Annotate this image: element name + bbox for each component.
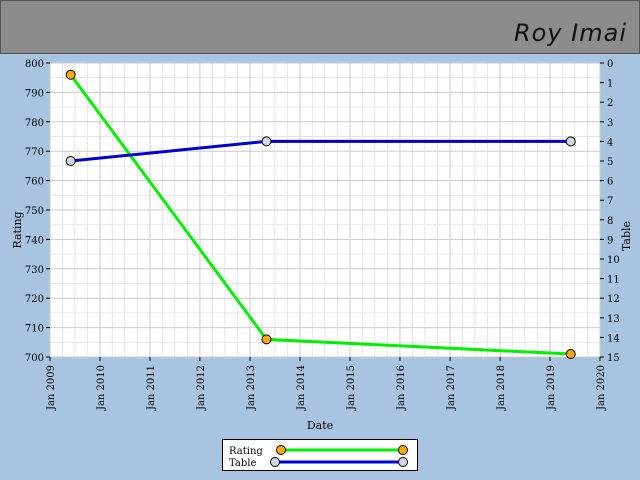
x-tick-label: Jan 2019 xyxy=(546,365,557,411)
data-point-rating xyxy=(565,349,576,360)
y-tick-label: 710 xyxy=(25,324,44,335)
data-point-table xyxy=(565,136,576,147)
grid xyxy=(49,62,601,358)
y-tick-label: 760 xyxy=(25,177,44,188)
y2-tick-label: 1 xyxy=(607,79,613,90)
y-tick-label: 790 xyxy=(25,88,44,99)
legend-marker xyxy=(276,445,286,455)
x-tick-label: Jan 2018 xyxy=(496,365,507,411)
series-group xyxy=(65,69,576,360)
header-bar: Roy Imai xyxy=(0,0,640,54)
y2-tick-label: 4 xyxy=(607,137,613,148)
y-tick-label: 730 xyxy=(25,265,44,276)
y-axis-left: 700 710 720 730 740 750 760 770 780 790 800 xyxy=(25,59,50,364)
y2-tick-label: 5 xyxy=(607,157,613,168)
data-point-rating xyxy=(261,334,272,345)
legend-label: Rating xyxy=(229,446,263,457)
x-tick-label: Jan 2020 xyxy=(596,365,607,411)
x-tick-label: Jan 2016 xyxy=(396,365,407,411)
legend-marker xyxy=(270,457,280,467)
legend-marker xyxy=(398,457,408,467)
y2-tick-label: 13 xyxy=(607,314,620,325)
y2-tick-label: 0 xyxy=(607,59,613,70)
y-tick-label: 800 xyxy=(25,59,44,70)
y2-tick-label: 14 xyxy=(607,333,620,344)
y2-tick-label: 8 xyxy=(607,216,613,227)
data-point-table xyxy=(261,136,272,147)
player-name: Roy Imai xyxy=(513,19,627,47)
x-tick-label: Jan 2017 xyxy=(446,365,457,411)
x-tick-label: Jan 2015 xyxy=(346,365,357,411)
data-point-table xyxy=(65,156,76,166)
x-tick-label: Jan 2013 xyxy=(246,365,257,411)
y-tick-label: 770 xyxy=(25,147,44,158)
y2-tick-label: 10 xyxy=(607,255,620,266)
y-tick-label: 720 xyxy=(25,294,44,305)
y2-tick-label: 12 xyxy=(607,294,620,305)
x-tick-label: Jan 2012 xyxy=(196,365,207,411)
x-tick-label: Jan 2014 xyxy=(296,365,307,411)
y2-tick-label: 3 xyxy=(607,118,613,129)
y2-tick-label: 2 xyxy=(607,98,613,109)
legend: Rating Table xyxy=(222,439,418,471)
y-tick-label: 740 xyxy=(25,235,44,246)
data-point-rating xyxy=(65,69,76,80)
y2-tick-label: 9 xyxy=(607,235,613,246)
x-axis-title: Date xyxy=(307,419,333,432)
y-tick-label: 750 xyxy=(25,206,44,217)
x-tick-label: Jan 2009 xyxy=(46,365,57,411)
legend-label: Table xyxy=(229,458,256,469)
y-tick-label: 780 xyxy=(25,118,44,129)
x-tick-label: Jan 2011 xyxy=(146,365,157,411)
legend-marker xyxy=(398,445,408,455)
y-axis-title: Rating xyxy=(11,211,24,248)
y2-tick-label: 6 xyxy=(607,177,613,188)
y2-tick-label: 15 xyxy=(607,353,620,364)
y2-axis-title: Table xyxy=(620,221,633,251)
x-axis: Jan 2009 Jan 2010 Jan 2011 Jan 2012 Jan 2013… xyxy=(46,357,607,411)
y2-tick-label: 7 xyxy=(607,196,613,207)
y-tick-label: 700 xyxy=(25,353,44,364)
x-tick-label: Jan 2010 xyxy=(96,365,107,411)
y2-tick-label: 11 xyxy=(607,275,620,286)
